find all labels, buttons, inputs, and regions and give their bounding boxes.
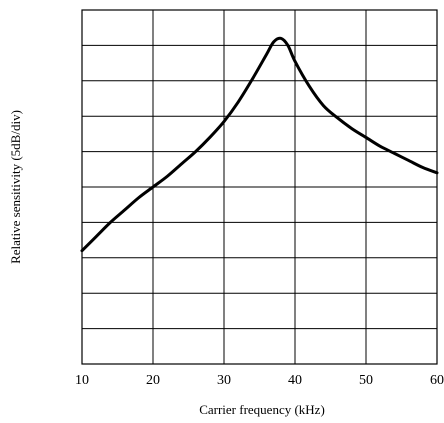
x-tick-label: 40 [288, 373, 302, 388]
x-tick-label: 60 [430, 373, 444, 388]
x-tick-label: 30 [217, 373, 231, 388]
grid [82, 10, 437, 364]
y-axis-label: Relative sensitivity (5dB/div) [8, 110, 23, 264]
x-tick-label: 20 [146, 373, 160, 388]
series-line-0 [80, 36, 439, 253]
x-tick-label: 10 [75, 373, 89, 388]
plot-border [81, 9, 438, 365]
x-tick-label: 50 [359, 373, 373, 388]
x-tick-labels: 10 20 30 40 50 60 [75, 373, 444, 388]
x-axis-label: Carrier frequency (kHz) [199, 402, 325, 417]
series-layer [80, 36, 439, 253]
plot-frame [81, 9, 438, 365]
